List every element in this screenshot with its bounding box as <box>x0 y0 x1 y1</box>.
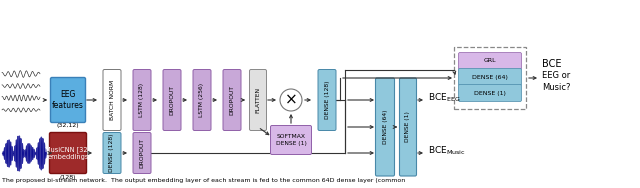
Text: BCE$_\mathregular{Music}$: BCE$_\mathregular{Music}$ <box>428 145 466 157</box>
Text: SOFTMAX
DENSE (1): SOFTMAX DENSE (1) <box>276 134 307 146</box>
Text: LSTM (128): LSTM (128) <box>140 83 145 117</box>
Text: BCE: BCE <box>542 59 561 69</box>
Text: DENSE (128): DENSE (128) <box>324 81 330 119</box>
FancyBboxPatch shape <box>271 126 312 155</box>
Text: BCE$_\mathregular{EEG}$: BCE$_\mathregular{EEG}$ <box>428 92 461 104</box>
Text: EEG
features: EEG features <box>52 90 84 110</box>
Text: The proposed bi-stream network.  The output embedding layer of each stream is fe: The proposed bi-stream network. The outp… <box>2 178 405 183</box>
Text: MusiCNN [32]
embeddings: MusiCNN [32] embeddings <box>45 146 91 160</box>
Text: (32,12): (32,12) <box>57 124 79 129</box>
Text: EEG or: EEG or <box>542 71 570 80</box>
Text: DENSE (1): DENSE (1) <box>474 90 506 96</box>
FancyBboxPatch shape <box>399 78 417 176</box>
FancyBboxPatch shape <box>103 70 121 130</box>
FancyBboxPatch shape <box>458 52 522 70</box>
FancyBboxPatch shape <box>223 70 241 130</box>
Text: DROPOUT: DROPOUT <box>230 85 234 115</box>
FancyBboxPatch shape <box>133 70 151 130</box>
Text: DENSE (1): DENSE (1) <box>406 111 410 143</box>
Text: LSTM (256): LSTM (256) <box>200 83 205 117</box>
Text: (128): (128) <box>60 174 76 180</box>
FancyBboxPatch shape <box>250 70 266 130</box>
FancyBboxPatch shape <box>458 84 522 102</box>
Text: DENSE (128): DENSE (128) <box>109 134 115 172</box>
FancyBboxPatch shape <box>376 78 394 176</box>
Text: GRL: GRL <box>484 58 496 64</box>
FancyBboxPatch shape <box>133 133 151 174</box>
Circle shape <box>280 89 302 111</box>
FancyBboxPatch shape <box>51 77 86 123</box>
Text: Music?: Music? <box>542 83 570 92</box>
Text: DENSE (64): DENSE (64) <box>472 74 508 80</box>
Text: DENSE (64): DENSE (64) <box>383 110 387 144</box>
FancyBboxPatch shape <box>458 68 522 86</box>
FancyBboxPatch shape <box>103 133 121 174</box>
Text: DROPOUT: DROPOUT <box>140 138 145 168</box>
Text: FLATTEN: FLATTEN <box>255 87 260 113</box>
FancyBboxPatch shape <box>318 70 336 130</box>
FancyBboxPatch shape <box>454 47 526 109</box>
FancyBboxPatch shape <box>193 70 211 130</box>
FancyBboxPatch shape <box>49 133 86 174</box>
Text: BATCH NORM: BATCH NORM <box>109 80 115 120</box>
Text: DROPOUT: DROPOUT <box>170 85 175 115</box>
FancyBboxPatch shape <box>163 70 181 130</box>
Text: ×: × <box>285 92 298 108</box>
